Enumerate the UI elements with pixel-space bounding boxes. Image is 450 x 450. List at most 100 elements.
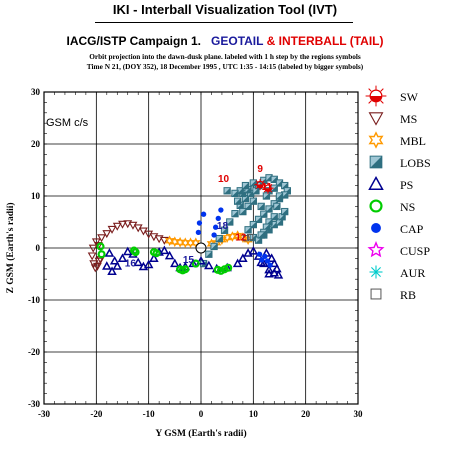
- lobs-point: [241, 181, 250, 190]
- hour-label: 18: [217, 221, 229, 232]
- y-tick-label: -30: [28, 399, 40, 409]
- ms-triangle: [97, 234, 107, 243]
- rb-square: [242, 234, 250, 242]
- ms-point: [154, 235, 164, 244]
- legend-ns-icon: [369, 199, 383, 213]
- cap-dot: [371, 223, 381, 233]
- ps-triangle: [238, 253, 248, 262]
- ms-point: [107, 225, 117, 234]
- interball-label: INTERBALL (TAIL): [278, 34, 384, 48]
- lobs-half: [281, 208, 288, 215]
- ms-point: [88, 244, 98, 253]
- lobs-half: [273, 203, 281, 210]
- cap-point: [264, 258, 271, 264]
- lobs-point: [249, 220, 257, 229]
- ps-triangle: [159, 245, 170, 255]
- ps-point: [248, 246, 259, 255]
- lobs-point: [257, 231, 265, 239]
- ps-point: [117, 253, 128, 262]
- ns-circle: [96, 242, 105, 251]
- legend-sw-label: SW: [400, 90, 419, 104]
- lobs-point: [231, 210, 239, 218]
- y-tick-label: -20: [28, 347, 40, 357]
- ps-triangle: [107, 266, 117, 275]
- lobs-half: [210, 243, 218, 250]
- lobs-point: [220, 226, 229, 234]
- sw-ray: [368, 88, 372, 92]
- cap-dot: [267, 262, 273, 268]
- lobs-half: [271, 213, 278, 220]
- legend-mbl-label: MBL: [400, 134, 426, 148]
- legend-aur-icon: [369, 265, 383, 279]
- y-tick-label: 10: [31, 191, 41, 201]
- lobs-half: [250, 198, 257, 205]
- x-tick-label: -20: [90, 409, 102, 419]
- ps-triangle: [264, 268, 274, 278]
- x-tick-label: 0: [199, 409, 204, 419]
- page-title: IKI - Interball Visualization Tool (IVT): [112, 2, 338, 17]
- legend-cusp-icon: [367, 240, 385, 258]
- ns-point: [97, 250, 106, 259]
- lobs-point: [249, 197, 257, 205]
- ms-triangle: [154, 235, 164, 244]
- lobs-half: [244, 203, 252, 210]
- ps-point: [269, 258, 280, 268]
- hour-label: 12: [235, 233, 247, 244]
- ps-triangle: [122, 246, 133, 256]
- cap-point: [200, 211, 207, 217]
- ns-circle: [181, 265, 190, 274]
- lobs-point: [223, 187, 231, 195]
- y-axis-label: Z GSM (Earth's radii): [5, 202, 16, 293]
- legend-cap-icon: [371, 223, 381, 233]
- legend-rb-label: RB: [400, 288, 416, 302]
- cap-dot: [196, 220, 203, 226]
- lobs-half: [237, 187, 244, 194]
- ns-circle: [97, 250, 106, 259]
- ps-triangle: [232, 258, 243, 268]
- lobs-point: [265, 205, 273, 213]
- cap-dot: [215, 215, 221, 222]
- ms-triangle: [118, 220, 127, 229]
- lobs-half: [271, 221, 278, 228]
- legend-lobs-label: LOBS: [400, 156, 431, 170]
- ms-point: [102, 230, 112, 239]
- ps-point: [149, 253, 159, 262]
- ps-triangle: [117, 253, 128, 262]
- lobs-half: [205, 251, 212, 258]
- mbl-star: [164, 235, 175, 247]
- x-tick-label: -10: [143, 409, 155, 419]
- ps-triangle: [259, 258, 269, 268]
- hour-label: 16: [125, 259, 137, 270]
- cap-dot: [259, 257, 265, 263]
- ms-point: [89, 260, 99, 269]
- ns-circle: [224, 263, 233, 272]
- ns-circle: [191, 259, 200, 268]
- lobs-point: [249, 179, 257, 187]
- lobs-point: [226, 218, 234, 226]
- aur-ray: [371, 267, 381, 277]
- ms-triangle: [107, 225, 117, 234]
- ns-point: [149, 248, 158, 257]
- sw-ray: [263, 183, 266, 187]
- cap-dot: [212, 224, 219, 230]
- sw-ray: [380, 100, 384, 104]
- legend-ms-icon: [368, 112, 384, 126]
- campaign-prefix: IACG/ISTP Campaign 1.: [66, 34, 201, 48]
- ps-triangle: [273, 269, 284, 279]
- rb-point: [242, 234, 250, 242]
- lobs-point: [244, 202, 252, 211]
- ps-point: [159, 245, 170, 255]
- sw-ray: [255, 180, 259, 183]
- sw-fill: [256, 184, 264, 188]
- ns-circle: [369, 199, 383, 213]
- ps-point: [264, 268, 274, 278]
- lobs-half: [242, 195, 249, 202]
- sw-fill: [264, 188, 272, 192]
- cap-dot: [264, 258, 271, 264]
- x-tick-label: 20: [301, 409, 311, 419]
- x-tick-label: 10: [249, 409, 259, 419]
- legend-ms-label: MS: [400, 112, 417, 126]
- y-tick-label: 0: [36, 243, 41, 253]
- lobs-half: [276, 179, 283, 187]
